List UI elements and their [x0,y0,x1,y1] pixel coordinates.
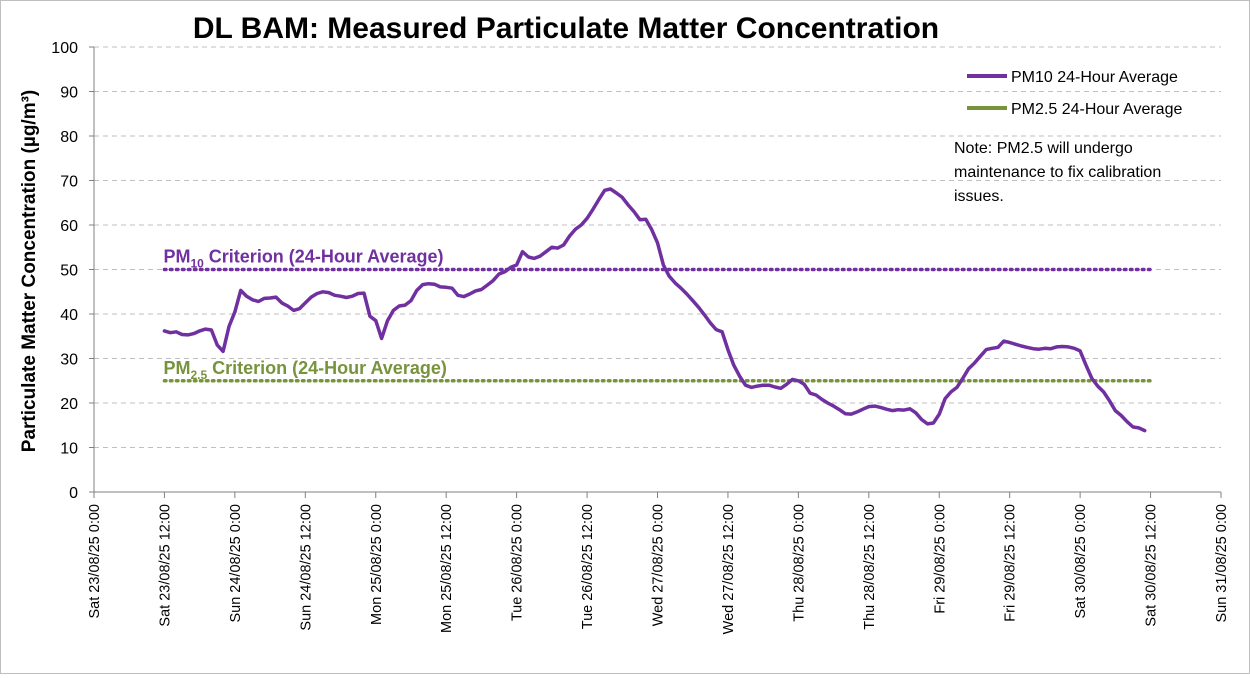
x-tick-label: Fri 29/08/25 0:00 [932,504,948,614]
legend-entry: PM10 24-Hour Average [1011,69,1178,86]
axes [89,46,1222,498]
x-tick-label: Sat 30/08/25 12:00 [1144,504,1160,627]
x-tick-label: Mon 25/08/25 0:00 [369,504,385,625]
y-tick-label: 30 [60,352,78,369]
y-tick-label: 100 [51,40,78,57]
x-tick-label: Wed 27/08/25 0:00 [651,504,667,626]
y-tick-labels: 0 10 20 30 40 50 60 70 80 90 100 [51,40,78,502]
note-line: Note: PM2.5 will undergo [954,140,1133,157]
x-tick-label: Fri 29/08/25 12:00 [1003,504,1019,622]
series-line-pm10 [162,187,1147,433]
criterion-label: PM10 Criterion (24-Hour Average) [163,247,443,271]
x-tick-label: Sat 23/08/25 12:00 [157,504,173,627]
x-tick-label: Sun 24/08/25 0:00 [228,504,244,623]
y-axis-label: Particulate Matter Concentration (µg/m³) [19,90,40,452]
reference-lines: PM10 Criterion (24-Hour Average) PM2.5 Cr… [162,247,1153,383]
y-tick-label: 0 [69,485,78,502]
x-tick-label: Thu 28/08/25 12:00 [862,504,878,630]
x-tick-label: Wed 27/08/25 12:00 [721,504,737,634]
y-tick-label: 20 [60,396,78,413]
x-tick-label: Thu 28/08/25 0:00 [791,504,807,622]
note-line: maintenance to fix calibration [954,164,1161,181]
criterion-label: PM2.5 Criterion (24-Hour Average) [163,358,446,382]
x-tick-labels: Sat 23/08/25 0:00 Sat 23/08/25 12:00 Sun 2… [87,504,1230,634]
y-tick-label: 60 [60,218,78,235]
y-tick-label: 40 [60,307,78,324]
x-tick-label: Tue 26/08/25 0:00 [510,504,526,621]
x-tick-label: Sat 30/08/25 0:00 [1073,504,1089,619]
y-tick-label: 50 [60,263,78,280]
y-tick-label: 90 [60,85,78,102]
x-tick-label: Sun 31/08/25 0:00 [1214,504,1230,623]
y-tick-label: 70 [60,174,78,191]
x-tick-label: Tue 26/08/25 12:00 [580,504,596,629]
legend-entry: PM2.5 24-Hour Average [1011,101,1182,118]
x-tick-label: Sat 23/08/25 0:00 [87,504,103,619]
maintenance-note: Note: PM2.5 will undergo maintenance to f… [954,140,1161,205]
x-tick-label: Mon 25/08/25 12:00 [439,504,455,633]
y-tick-label: 10 [60,441,78,458]
legend: PM10 24-Hour Average PM2.5 24-Hour Averag… [967,69,1182,118]
y-tick-label: 80 [60,129,78,146]
chart-title: DL BAM: Measured Particulate Matter Conc… [193,12,939,45]
series-lines [162,187,1147,433]
note-line: issues. [954,188,1004,205]
x-tick-label: Sun 24/08/25 12:00 [298,504,314,631]
